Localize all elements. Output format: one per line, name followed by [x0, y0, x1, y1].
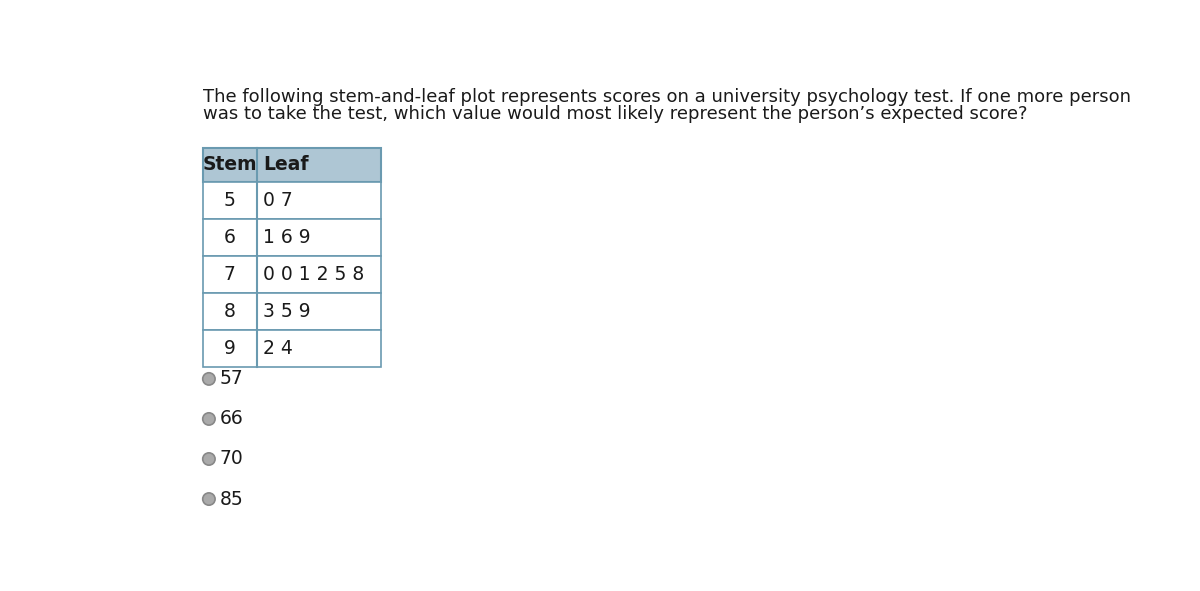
- Text: 5: 5: [224, 191, 235, 210]
- Text: 6: 6: [224, 228, 235, 246]
- Bar: [203, 182, 380, 219]
- Ellipse shape: [203, 413, 215, 425]
- Text: 7: 7: [224, 265, 235, 284]
- Text: 66: 66: [220, 410, 244, 428]
- Text: Stem: Stem: [203, 155, 257, 174]
- Bar: [203, 293, 380, 330]
- Text: was to take the test, which value would most likely represent the person’s expec: was to take the test, which value would …: [203, 105, 1027, 123]
- Text: 8: 8: [224, 301, 235, 321]
- Ellipse shape: [203, 493, 215, 505]
- Bar: [203, 256, 380, 293]
- Bar: [203, 219, 380, 256]
- Text: Leaf: Leaf: [263, 155, 308, 174]
- Text: 2 4: 2 4: [263, 339, 293, 358]
- Text: 0 7: 0 7: [263, 191, 293, 210]
- Text: 9: 9: [224, 339, 235, 358]
- Text: 57: 57: [220, 369, 244, 388]
- Bar: [203, 330, 380, 366]
- Ellipse shape: [203, 373, 215, 385]
- Text: 0 0 1 2 5 8: 0 0 1 2 5 8: [263, 265, 365, 284]
- Text: 3 5 9: 3 5 9: [263, 301, 311, 321]
- Text: The following stem-and-leaf plot represents scores on a university psychology te: The following stem-and-leaf plot represe…: [203, 88, 1130, 106]
- Ellipse shape: [203, 453, 215, 465]
- Bar: [203, 148, 380, 182]
- Text: 70: 70: [220, 450, 244, 469]
- Text: 1 6 9: 1 6 9: [263, 228, 311, 246]
- Text: 85: 85: [220, 489, 244, 508]
